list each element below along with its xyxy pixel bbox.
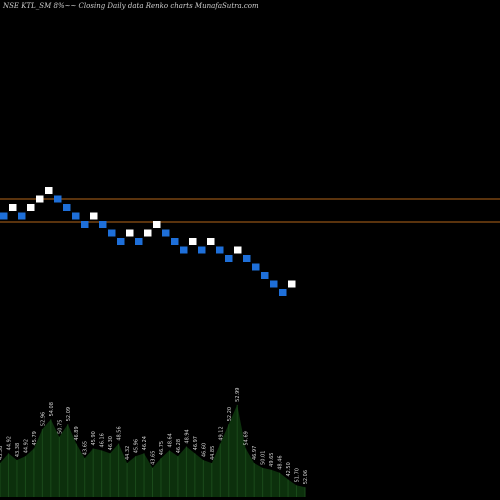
renko-brick bbox=[207, 238, 215, 245]
renko-brick bbox=[99, 221, 107, 228]
renko-brick bbox=[108, 229, 116, 237]
renko-brick bbox=[252, 263, 260, 271]
renko-brick bbox=[45, 187, 53, 194]
volume-label: 44.92 bbox=[23, 439, 29, 453]
volume-label: 46.89 bbox=[74, 426, 80, 440]
renko-brick bbox=[180, 246, 188, 254]
volume-label: 54.08 bbox=[49, 402, 55, 416]
renko-brick bbox=[243, 255, 251, 262]
volume-label: 48.64 bbox=[167, 433, 173, 447]
volume-label: 52.99 bbox=[235, 388, 241, 402]
renko-brick bbox=[225, 255, 233, 262]
volume-label: 45.90 bbox=[91, 431, 97, 445]
renko-brick bbox=[234, 246, 242, 254]
renko-brick bbox=[81, 221, 89, 228]
volume-label: 44.32 bbox=[125, 446, 131, 460]
renko-brick bbox=[153, 221, 161, 228]
renko-brick bbox=[261, 272, 269, 279]
volume-label: 50.75 bbox=[57, 420, 63, 434]
volume-label: 46.24 bbox=[142, 436, 148, 450]
renko-brick bbox=[270, 280, 278, 288]
chart-title: NSE KTL_SM 8%~~ Closing Daily data Renko… bbox=[3, 2, 259, 10]
renko-brick bbox=[63, 204, 71, 211]
volume-label: 45.96 bbox=[134, 439, 140, 453]
volume-label: 46.75 bbox=[159, 441, 165, 455]
volume-label: 44.85 bbox=[210, 446, 216, 460]
renko-brick bbox=[198, 246, 206, 254]
volume-label: 54.69 bbox=[244, 431, 250, 445]
renko-brick bbox=[9, 204, 17, 211]
renko-brick bbox=[171, 238, 179, 245]
renko-brick bbox=[144, 229, 152, 237]
renko-brick bbox=[54, 195, 62, 203]
renko-brick bbox=[27, 204, 35, 211]
volume-label: 43.38 bbox=[0, 446, 4, 460]
renko-brick bbox=[18, 212, 26, 220]
volume-label: 46.30 bbox=[108, 436, 114, 450]
renko-brick bbox=[279, 289, 287, 296]
volume-label: 48.56 bbox=[117, 426, 123, 440]
volume-label: 50.01 bbox=[261, 451, 267, 465]
volume-label: 52.09 bbox=[66, 407, 72, 421]
volume-label: 42.50 bbox=[286, 462, 292, 476]
renko-brick bbox=[72, 212, 80, 220]
volume-label: 51.70 bbox=[295, 468, 301, 482]
renko-brick bbox=[162, 229, 170, 237]
volume-label: 46.60 bbox=[201, 443, 207, 457]
volume-label: 46.16 bbox=[100, 433, 106, 447]
renko-brick bbox=[36, 195, 44, 203]
renko-brick bbox=[126, 229, 134, 237]
volume-label: 48.94 bbox=[184, 429, 190, 443]
volume-label: 52.20 bbox=[227, 407, 233, 421]
volume-label: 52.06 bbox=[303, 470, 309, 484]
volume-label: 46.97 bbox=[252, 446, 258, 460]
volume-label: 46.28 bbox=[176, 439, 182, 453]
renko-brick bbox=[117, 238, 125, 245]
renko-brick bbox=[135, 238, 143, 245]
volume-label: 45.79 bbox=[32, 431, 38, 445]
volume-label: 43.65 bbox=[83, 441, 89, 455]
renko-brick bbox=[0, 212, 8, 220]
volume-label: 49.12 bbox=[218, 426, 224, 440]
volume-label: 43.65 bbox=[151, 451, 157, 465]
volume-label: 44.92 bbox=[6, 436, 12, 450]
volume-label: 52.96 bbox=[40, 412, 46, 426]
volume-label: 49.65 bbox=[269, 453, 275, 467]
volume-label: 48.46 bbox=[278, 455, 284, 469]
renko-brick bbox=[189, 238, 197, 245]
renko-brick bbox=[216, 246, 224, 254]
volume-label: 43.38 bbox=[15, 443, 21, 457]
renko-brick bbox=[288, 280, 296, 288]
renko-brick bbox=[90, 212, 98, 220]
volume-label: 46.97 bbox=[193, 436, 199, 450]
